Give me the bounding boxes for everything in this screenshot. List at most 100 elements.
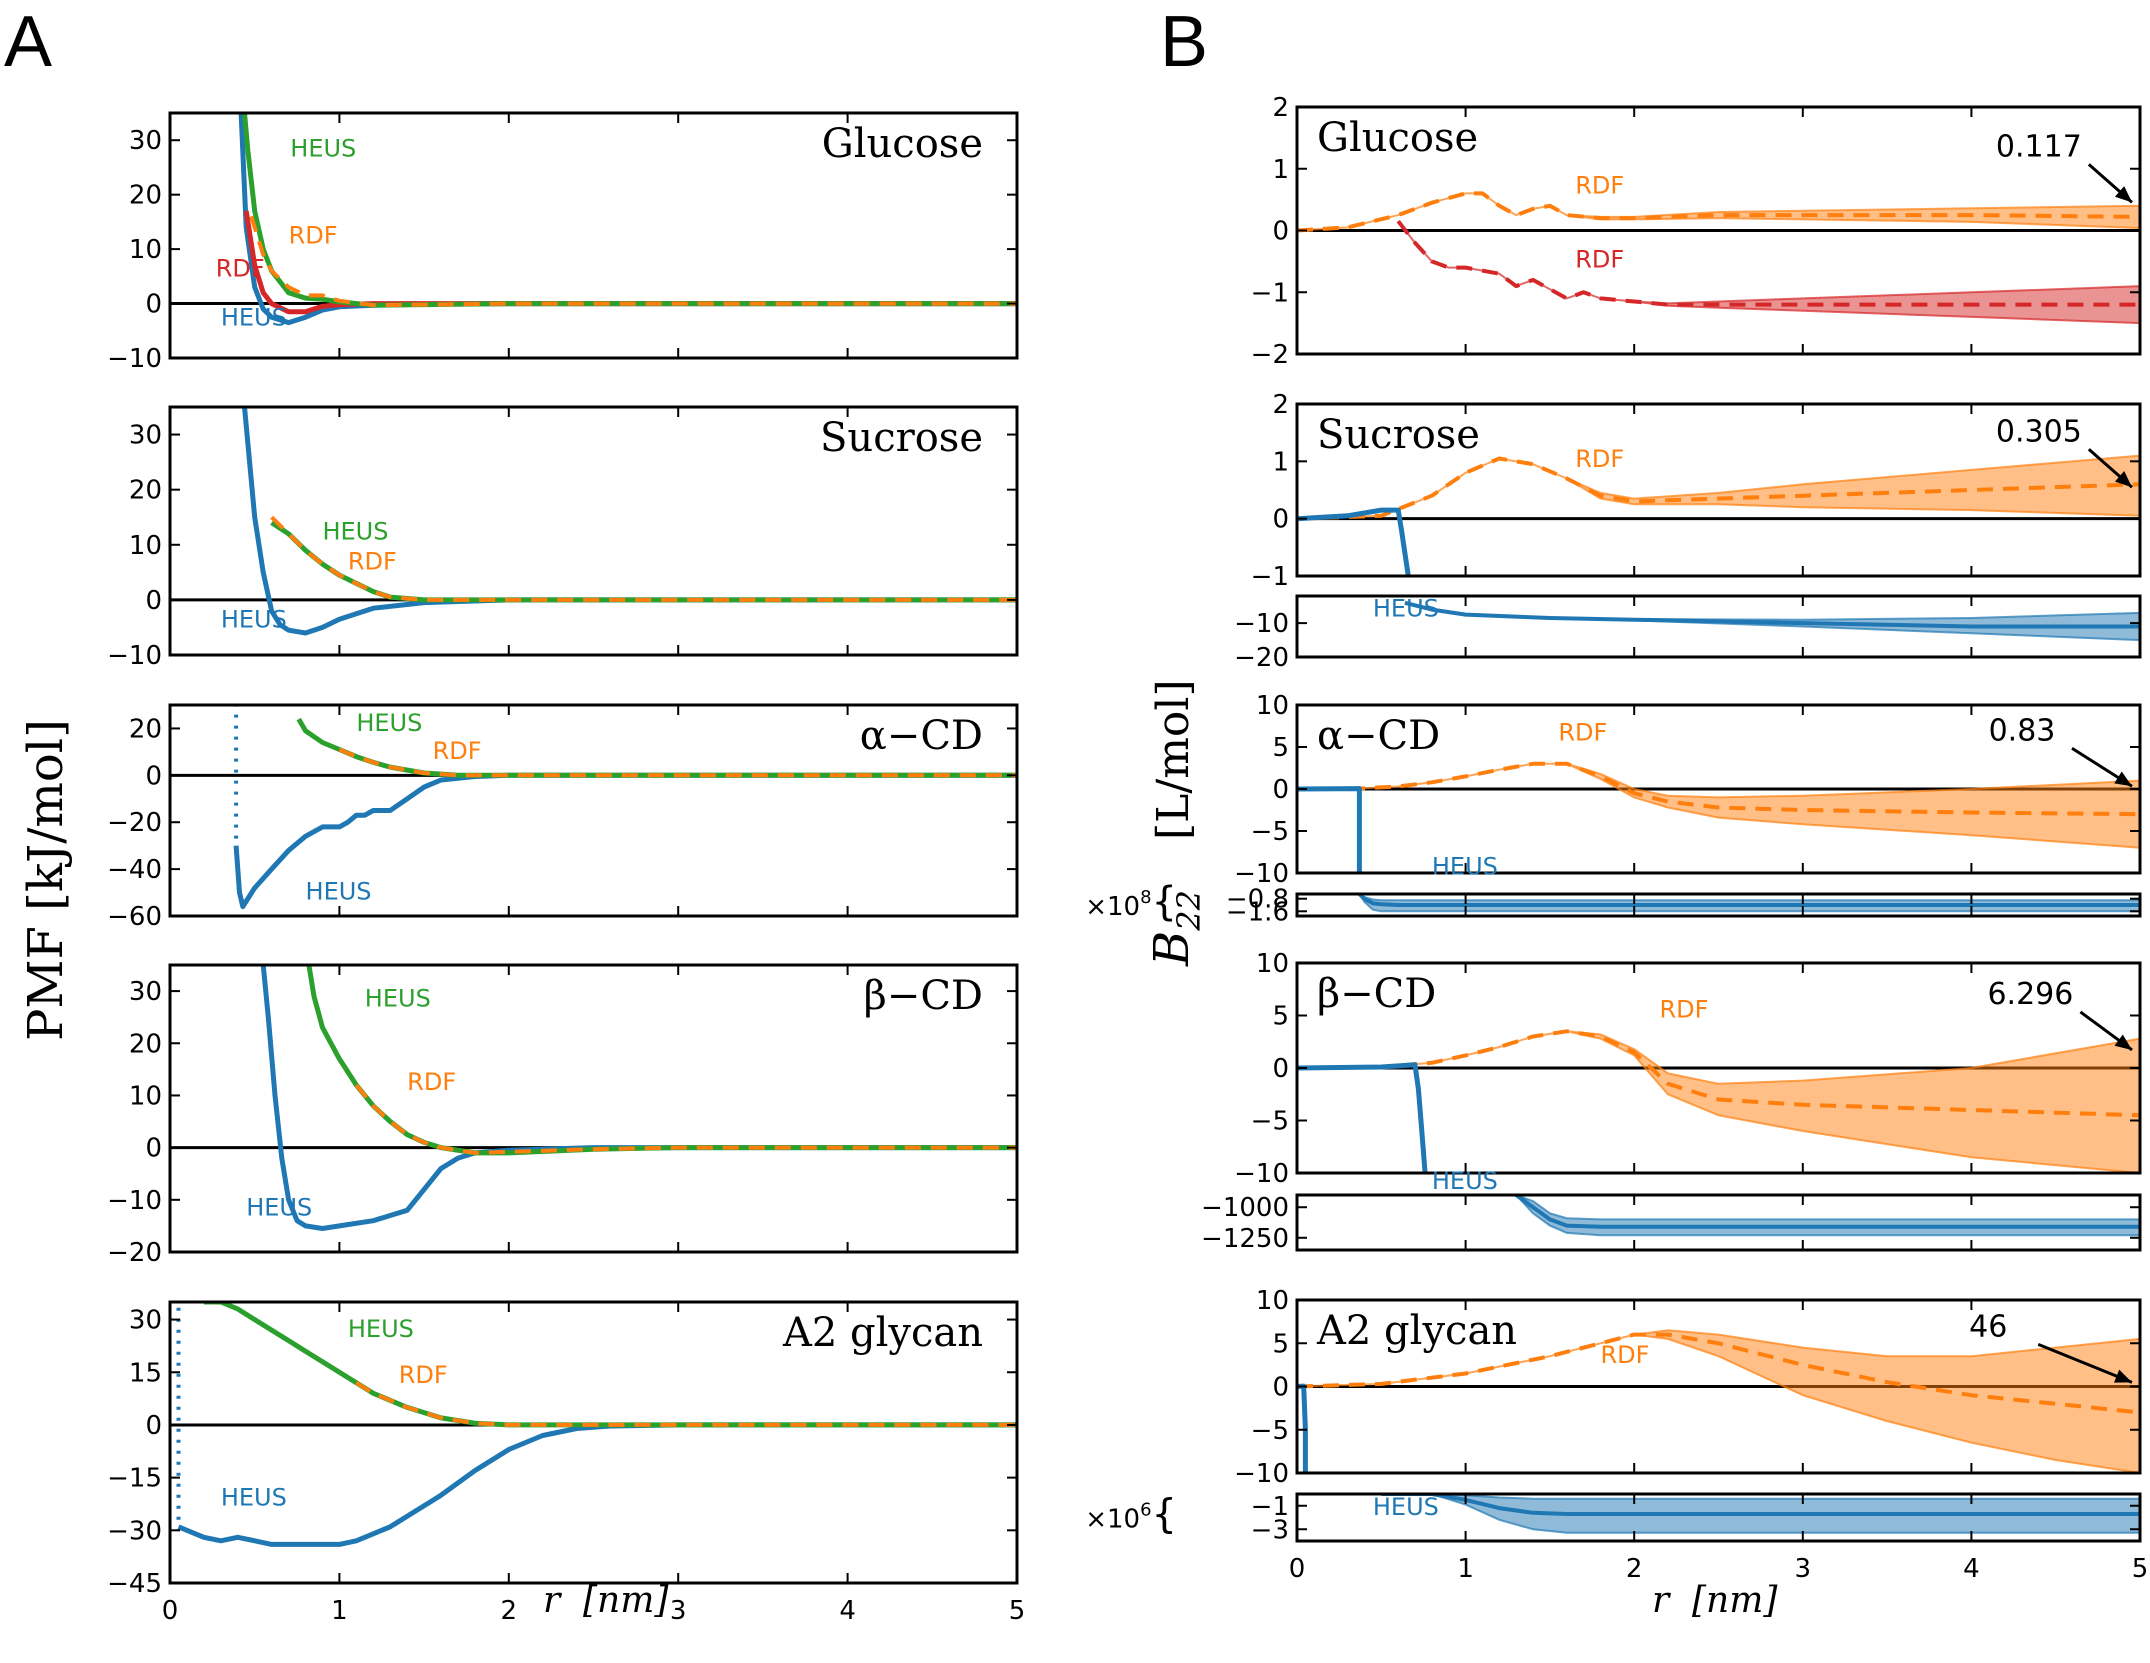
series-label-rdf: RDF — [399, 1361, 448, 1389]
chart-B5: 10 5 0 −5 −10 A2 glycan RDF 46 — [1234, 1286, 2142, 1489]
chart-plot-area — [1297, 191, 2140, 325]
confidence-band-rdf — [1297, 192, 2140, 232]
series-label-heus: HEUS — [365, 985, 431, 1013]
x-tick-label: 2 — [1626, 1554, 1643, 1584]
panel-b-ylabel-b: B — [1144, 931, 1200, 967]
series-label-rdf: RDF — [1575, 171, 1624, 199]
series-label-rdf: RDF — [433, 737, 482, 765]
y-tick-label: 10 — [129, 1081, 162, 1111]
panel-b-ylabel-symbol: B22 — [1144, 890, 1208, 967]
panel-b-xlabel-unit: [nm] — [1692, 1580, 1778, 1621]
chart-plot-area — [170, 705, 1017, 910]
chart-B1: 2 1 0 −1 −2 Glucose RDF RDF 0.117 — [1251, 93, 2142, 370]
y-tick-label: −45 — [107, 1569, 162, 1599]
plot-frame — [1295, 1193, 2142, 1252]
subplot-title: A2 glycan — [1316, 1308, 1517, 1354]
plot-frame — [1295, 402, 2142, 578]
y-scale-prefix: ×10 — [1085, 892, 1140, 922]
series-line-heus — [270, 520, 1017, 603]
series-label-rdf: RDF — [348, 548, 397, 576]
y-tick-label: 10 — [129, 235, 162, 265]
y-tick-label: 10 — [1256, 691, 1289, 721]
panel-b-ylabel-unit: [L/mol] — [1148, 679, 1199, 840]
series-label-heus: HEUS — [1432, 1167, 1498, 1195]
panel-a-letter: A — [4, 2, 52, 82]
x-tick-label: 5 — [2132, 1554, 2149, 1584]
series-label-heus: HEUS — [1373, 1493, 1439, 1521]
y-tick-label: −5 — [1251, 1416, 1289, 1446]
chart-B2: 2 1 0 −1 Sucrose RDF 0.305 — [1251, 390, 2142, 592]
chart-plot-area — [1297, 1329, 2140, 1473]
y-scale-exponent: 8 — [1140, 887, 1151, 908]
y-tick-label: 1 — [1272, 155, 1289, 185]
x-tick-label: 0 — [162, 1596, 179, 1626]
y-tick-label: −60 — [107, 902, 162, 932]
subplot-title: Glucose — [822, 121, 983, 167]
chart-plot-area — [1515, 1195, 2140, 1237]
x-tick-label: 3 — [670, 1596, 687, 1626]
y-tick-label: 2 — [1272, 93, 1289, 123]
y-tick-label: −1 — [1251, 562, 1289, 592]
series-line-rdf — [1297, 1029, 2140, 1118]
plot-frame — [168, 703, 1019, 918]
chart-plot-area — [1381, 1494, 2140, 1534]
y-tick-label: 0 — [1272, 217, 1289, 247]
y-scale-exponent: 6 — [1140, 1500, 1151, 1521]
y-scale-factor: ×106{ — [1085, 1492, 1177, 1538]
series-label-heus: HEUS — [221, 303, 287, 331]
series-label-rdf: RDF — [1575, 445, 1624, 473]
series-line-heus — [1297, 507, 1411, 576]
y-scale-brace: { — [1152, 879, 1177, 925]
series-line-rdf — [243, 210, 1017, 315]
y-tick-label: −20 — [107, 808, 162, 838]
chart-A3: 20 0 −20 −40 −60 α−CD HEUS RDF HEUS — [107, 703, 1019, 932]
series-line-rdf — [1297, 456, 2140, 521]
b22-value-annotation: 0.117 — [1996, 129, 2082, 164]
series-label-rdf: RDF — [289, 222, 338, 250]
confidence-band-rdf — [1397, 220, 2140, 325]
series-line-rdf — [1396, 219, 2140, 307]
series-label-heus: HEUS — [1373, 594, 1439, 622]
b22-value-annotation: 0.305 — [1996, 414, 2082, 449]
y-tick-label: −1.6 — [1226, 897, 1289, 927]
annotation-arrowhead — [2114, 471, 2132, 488]
y-tick-label: 0 — [1272, 775, 1289, 805]
chart-plot-area — [1297, 761, 2140, 873]
y-tick-label: −0.8 — [1226, 885, 1289, 915]
series-line-rdf — [338, 747, 1017, 778]
chart-B3b: −0.8−1.6 ×108{ — [1085, 879, 2142, 927]
panel-b-ylabel: B22 [L/mol] — [1144, 679, 1208, 967]
series-line-rdf — [1297, 1332, 2140, 1415]
annotation-arrow — [2037, 1342, 2133, 1384]
confidence-band-heus — [1358, 894, 2140, 913]
y-scale-prefix: ×10 — [1085, 1505, 1140, 1535]
y-tick-label: 2 — [1272, 390, 1289, 420]
y-tick-label: −2 — [1251, 340, 1289, 370]
annotation-arrowhead — [2114, 186, 2132, 203]
panel-b-xlabel: r [nm] — [1652, 1580, 1778, 1621]
y-tick-label: −10 — [1234, 859, 1289, 889]
series-label-heus: HEUS — [1432, 853, 1498, 881]
x-tick-label: 5 — [1009, 1596, 1026, 1626]
confidence-band-heus — [1515, 1195, 2140, 1237]
series-line-rdf — [355, 1381, 1017, 1427]
x-tick-label: 2 — [501, 1596, 518, 1626]
charts-layer: 3020100−10GlucoseHEUSRDFRDFHEUS3020100−1… — [107, 93, 2148, 1626]
series-label-rdf: RDF — [1575, 246, 1624, 274]
subplot-title: A2 glycan — [782, 1310, 983, 1356]
series-line-rdf — [354, 1083, 1017, 1155]
series-label-heus: HEUS — [221, 1484, 287, 1512]
panel-b-xlabel-r: r — [1652, 1580, 1671, 1621]
chart-plot-area — [170, 113, 1017, 326]
y-tick-label: −1000 — [1201, 1193, 1289, 1223]
y-tick-label: 20 — [129, 181, 162, 211]
b22-value-annotation: 0.83 — [1989, 713, 2056, 748]
y-tick-label: 0 — [145, 290, 162, 320]
y-tick-label: 5 — [1272, 733, 1289, 763]
x-tick-label: 1 — [1457, 1554, 1474, 1584]
y-tick-label: 0 — [145, 1411, 162, 1441]
subplot-title: Sucrose — [820, 415, 983, 461]
y-tick-label: −10 — [1234, 1459, 1289, 1489]
chart-B4: 10 5 0 −5 −10 β−CD RDF HEUS 6.296 — [1234, 949, 2142, 1195]
